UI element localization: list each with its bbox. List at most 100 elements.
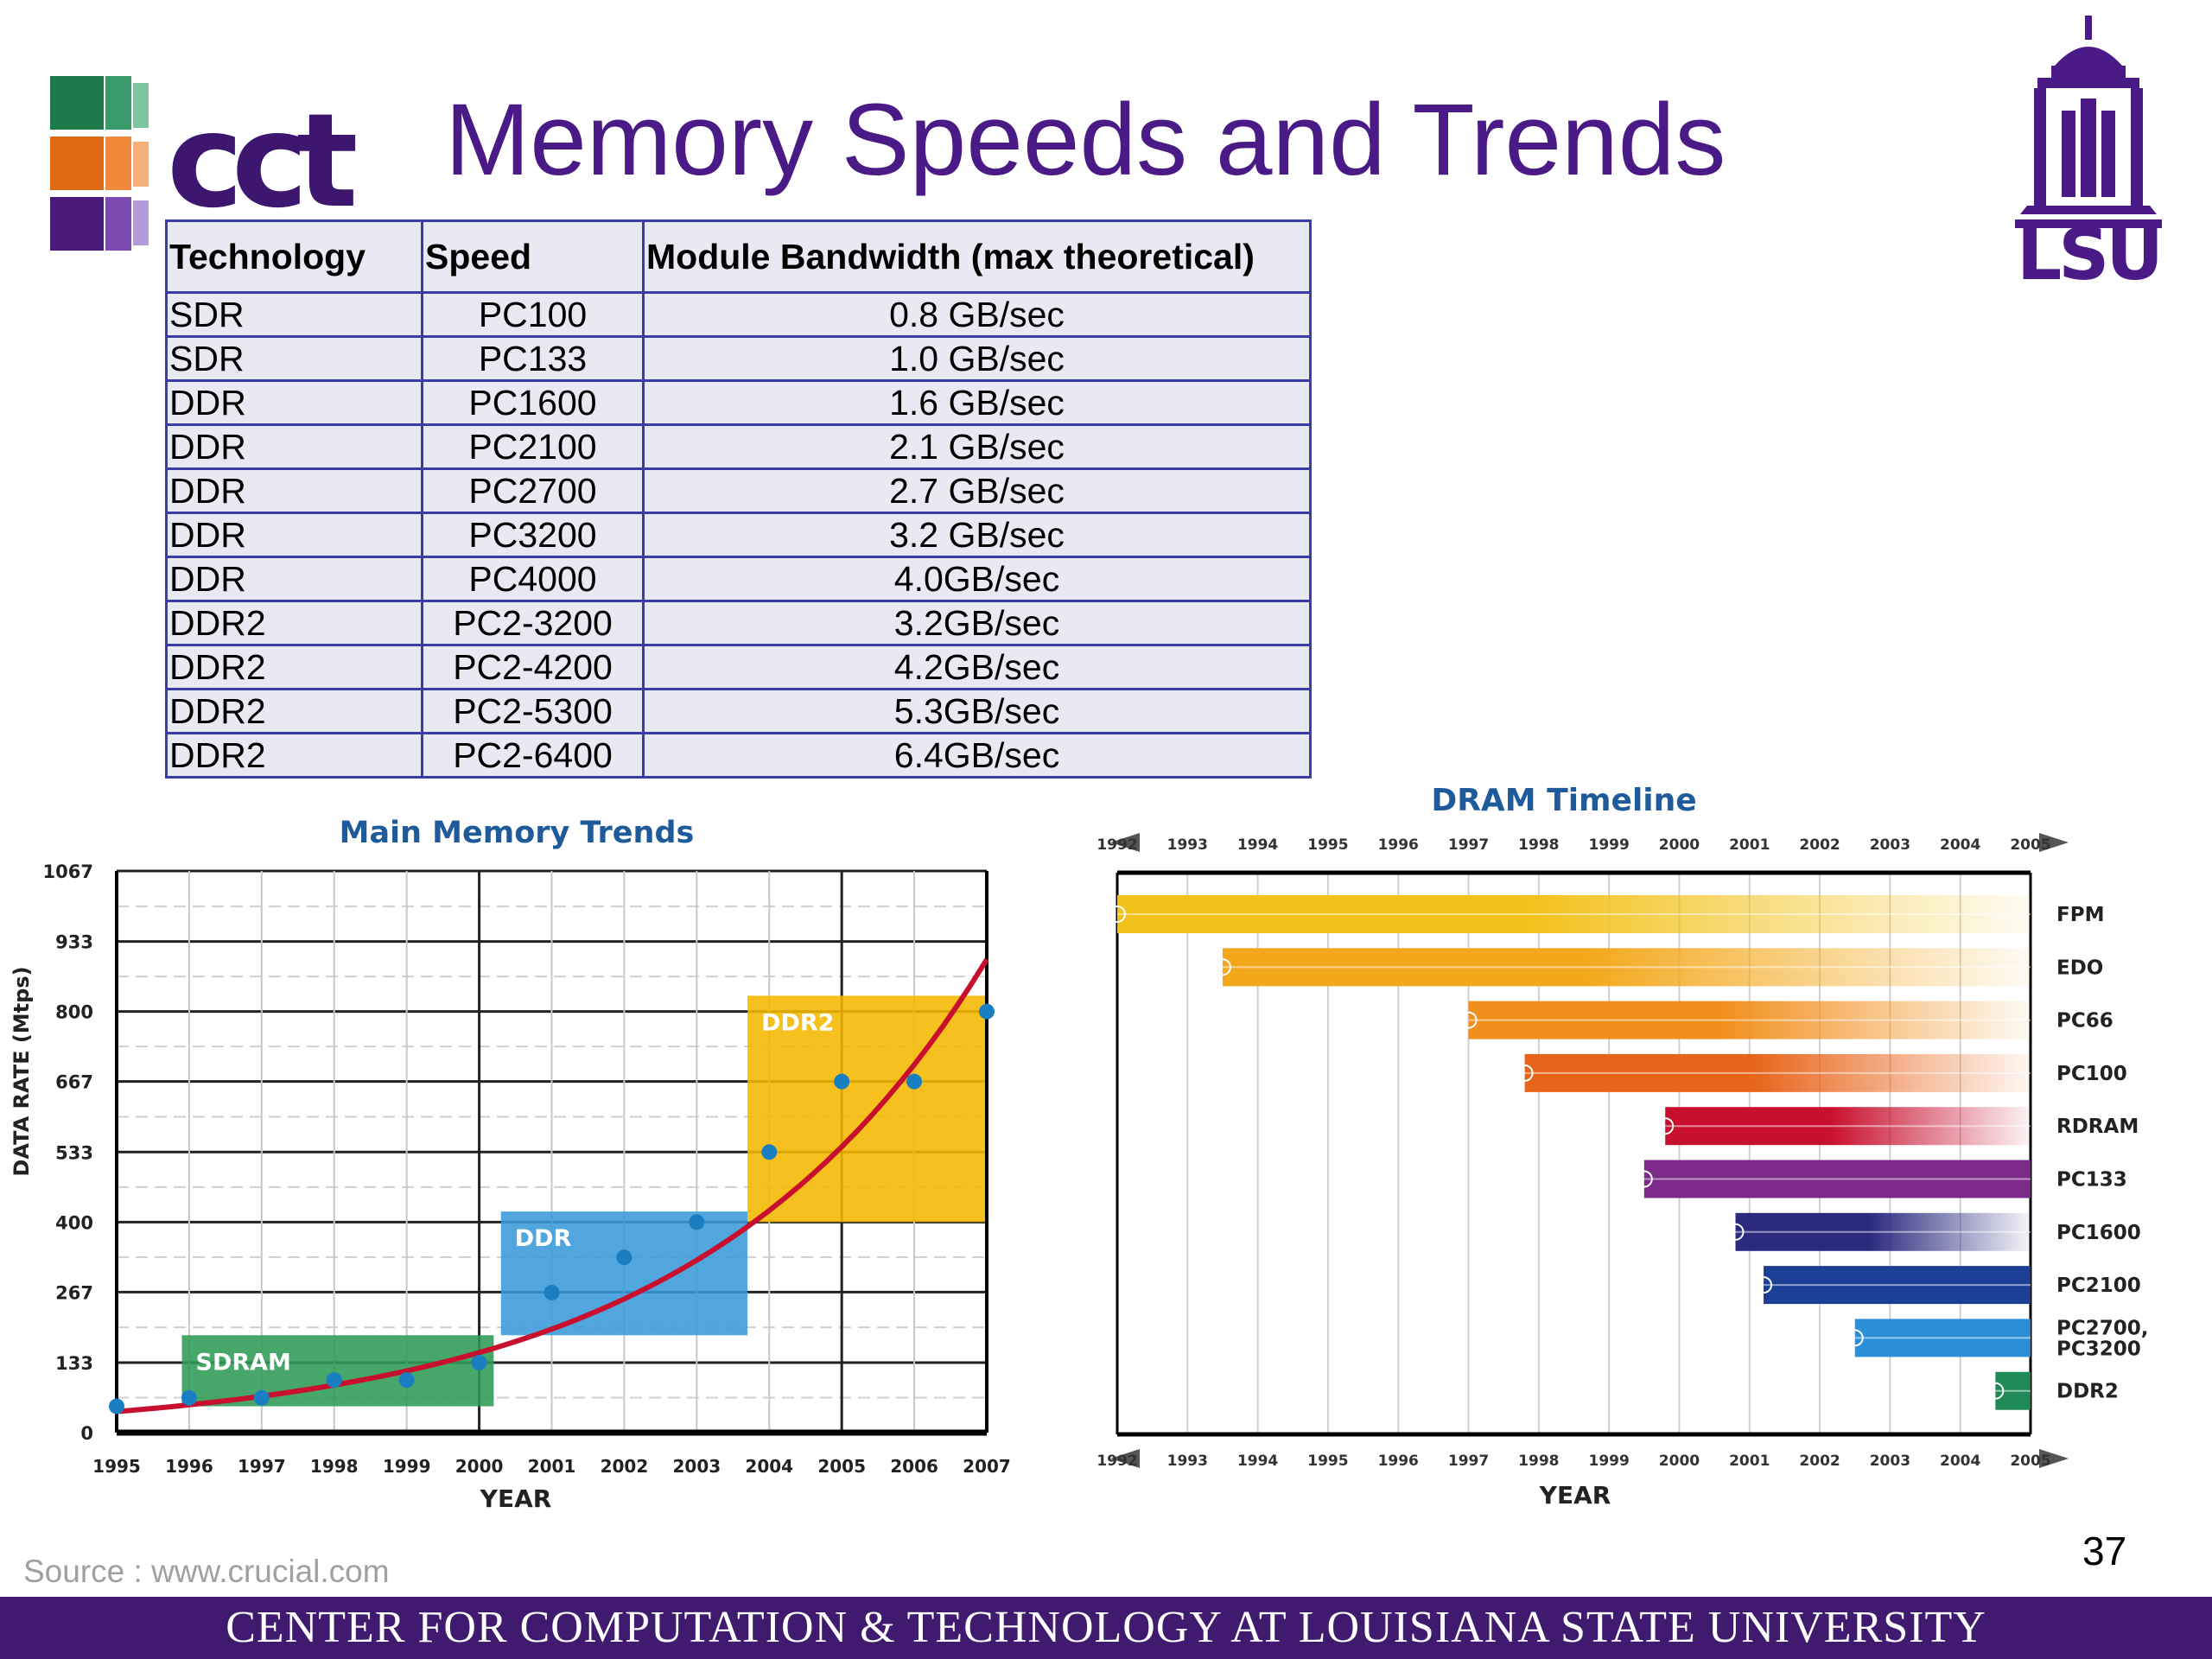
x-tick-label: 1995 <box>1307 836 1348 854</box>
data-point <box>689 1214 705 1230</box>
cell-speed: PC1600 <box>421 379 645 426</box>
data-point <box>906 1073 923 1090</box>
cell-bandwidth: 4.0GB/sec <box>642 556 1312 602</box>
x-tick-label: 2001 <box>528 1456 576 1477</box>
x-tick-label: 1996 <box>1378 836 1419 854</box>
table-row: DDR2 PC2-6400 6.4GB/sec <box>165 732 1312 779</box>
x-tick-label: 1992 <box>1096 1452 1137 1470</box>
region-label: DDR <box>515 1225 572 1252</box>
cell-bandwidth: 3.2 GB/sec <box>642 512 1312 558</box>
x-tick-label: 2000 <box>1659 836 1700 854</box>
category-label: PC2100 <box>2056 1274 2141 1297</box>
dram-timeline-chart: DRAM Timeline YEAR FPM EDO PC66 PC100 RDRAM P… <box>1096 783 2149 1510</box>
timeline-start-marker <box>1846 1329 1864 1347</box>
cell-bandwidth: 2.1 GB/sec <box>642 423 1312 470</box>
column-header-bandwidth: Module Bandwidth (max theoretical) <box>642 219 1312 294</box>
slide-title: Memory Speeds and Trends <box>445 83 1726 197</box>
cell-technology: DDR <box>165 556 423 602</box>
cell-speed: PC3200 <box>421 512 645 558</box>
x-tick-label: 2001 <box>1729 1452 1770 1470</box>
x-axis-label: YEAR <box>480 1484 552 1513</box>
chart-title: Main Memory Trends <box>340 816 695 850</box>
x-tick-label: 1997 <box>1448 1452 1489 1470</box>
lsu-tower-logo: LSU <box>2015 16 2164 285</box>
x-tick-label: 1992 <box>1096 836 1137 854</box>
region-ddr2 <box>747 995 987 1223</box>
category-label: PC2700, PC3200 <box>2056 1317 2149 1360</box>
y-tick-label: 1067 <box>43 861 93 882</box>
chart-regions: SDRAM DDR DDR2 <box>181 995 987 1407</box>
table-row: DDR PC4000 4.0GB/sec <box>165 556 1312 602</box>
x-tick-label: 1997 <box>238 1456 286 1477</box>
cell-technology: SDR <box>165 291 423 338</box>
x-tick-label: 1996 <box>165 1456 213 1477</box>
x-tick-label: 1999 <box>1588 1452 1629 1470</box>
y-tick-label: 533 <box>55 1142 93 1163</box>
timeline-start-marker <box>1516 1064 1534 1082</box>
x-tick-label: 1994 <box>1237 1452 1278 1470</box>
cell-technology: DDR2 <box>165 600 423 646</box>
y-tick-labels: 0 133 267 400 533 667 800 933 1067 <box>43 861 93 1444</box>
x-tick-label: 2004 <box>1940 836 1980 854</box>
x-axis-label: YEAR <box>1539 1481 1611 1510</box>
data-point <box>326 1372 342 1389</box>
x-tick-label: 1999 <box>1588 836 1629 854</box>
data-point <box>109 1398 124 1414</box>
data-point <box>979 1003 995 1020</box>
category-label: PC133 <box>2056 1169 2127 1192</box>
cell-speed: PC2-4200 <box>421 644 645 690</box>
top-left-arrow-icon <box>1110 833 1140 852</box>
cell-bandwidth: 4.2GB/sec <box>642 644 1312 690</box>
x-tick-label: 1999 <box>383 1456 431 1477</box>
x-tick-label: 1997 <box>1448 836 1489 854</box>
cell-technology: SDR <box>165 335 423 382</box>
cct-logo-cubes <box>50 76 149 251</box>
x-tick-label: 2002 <box>601 1456 649 1477</box>
memory-speeds-table: Technology Speed Module Bandwidth (max t… <box>165 219 1312 779</box>
x-tick-label: 2002 <box>1799 1452 1840 1470</box>
footer-text: CENTER FOR COMPUTATION & TECHNOLOGY AT L… <box>226 1603 1986 1652</box>
x-tick-label: 2001 <box>1729 836 1770 854</box>
table-row: DDR2 PC2-4200 4.2GB/sec <box>165 644 1312 690</box>
x-tick-label: 2005 <box>2010 1452 2050 1470</box>
table-row: DDR2 PC2-3200 3.2GB/sec <box>165 600 1312 646</box>
table-row: DDR2 PC2-5300 5.3GB/sec <box>165 688 1312 734</box>
source-note: Source : www.crucial.com <box>23 1554 390 1589</box>
x-tick-label: 2006 <box>890 1456 938 1477</box>
y-axis-label: DATA RATE (Mtps) <box>10 966 34 1176</box>
footer-bar: CENTER FOR COMPUTATION & TECHNOLOGY AT L… <box>0 1597 2212 1659</box>
table-row: DDR PC2700 2.7 GB/sec <box>165 467 1312 514</box>
timeline-bars <box>1109 895 2031 1410</box>
region-label: SDRAM <box>196 1349 291 1376</box>
chart-axes <box>115 871 988 1436</box>
cell-technology: DDR <box>165 512 423 558</box>
category-label: PC66 <box>2056 1010 2113 1033</box>
timeline-start-marker <box>1656 1117 1675 1135</box>
y-tick-label: 0 <box>80 1423 93 1444</box>
x-tick-labels: 1995 1996 1997 1998 1999 2000 2001 2002 2003 2004… <box>92 1456 1011 1477</box>
cell-bandwidth: 0.8 GB/sec <box>642 291 1312 338</box>
cell-bandwidth: 5.3GB/sec <box>642 688 1312 734</box>
chart-title: DRAM Timeline <box>1431 783 1696 818</box>
x-tick-label: 2003 <box>1870 836 1910 854</box>
region-label: DDR2 <box>761 1009 834 1036</box>
y-tick-label: 667 <box>55 1072 93 1093</box>
main-memory-trends-chart: Main Memory Trends DATA RATE (Mtps) YEAR… <box>10 816 1011 1513</box>
category-labels: FPM EDO PC66 PC100 RDRAM PC133 PC1600 PC2100 PC2… <box>2056 904 2149 1403</box>
cell-technology: DDR2 <box>165 732 423 779</box>
cell-bandwidth: 6.4GB/sec <box>642 732 1312 779</box>
x-tick-label: 2003 <box>1870 1452 1910 1470</box>
cell-bandwidth: 2.7 GB/sec <box>642 467 1312 514</box>
data-points <box>109 1003 995 1414</box>
category-label: FPM <box>2056 904 2104 926</box>
cell-bandwidth: 3.2GB/sec <box>642 600 1312 646</box>
table-row: SDR PC133 1.0 GB/sec <box>165 335 1312 382</box>
category-label: PC100 <box>2056 1063 2127 1085</box>
data-point <box>398 1372 415 1389</box>
cct-logo-text: cct <box>167 86 356 237</box>
x-tick-label: 2005 <box>2010 836 2050 854</box>
data-point <box>253 1389 270 1406</box>
timeline-start-marker <box>1635 1170 1653 1188</box>
category-label: EDO <box>2056 957 2103 979</box>
cell-technology: DDR2 <box>165 688 423 734</box>
